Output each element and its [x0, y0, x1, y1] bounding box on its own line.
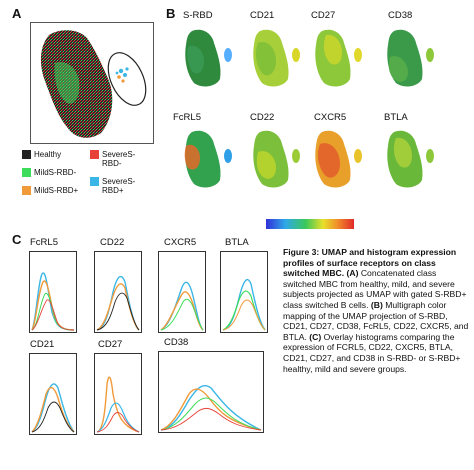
expression-color-scale — [266, 219, 354, 229]
histogram-cd38 — [158, 351, 264, 433]
umap-cxcr5 — [315, 130, 362, 188]
umap-cd27 — [315, 29, 362, 87]
hist-title-cd21: CD21 — [30, 339, 55, 350]
legend-item-healthy: Healthy — [22, 150, 80, 159]
legend-item-severe-rbd-neg: SevereS-RBD- — [90, 150, 148, 168]
umap-cd21 — [253, 29, 300, 87]
hist-title-cd38: CD38 — [164, 337, 189, 348]
caption-c-text: Overlay histograms comparing the express… — [283, 331, 461, 374]
umap-btla — [387, 130, 434, 188]
legend-label: MildS-RBD+ — [34, 186, 79, 195]
umap-title-cd27: CD27 — [311, 10, 336, 21]
histogram-cd22 — [94, 251, 142, 333]
umap-s-rbd — [185, 29, 232, 87]
umap-overview-plot — [30, 22, 154, 144]
histogram-fcrl5 — [29, 251, 77, 333]
umap-title-fcrl5: FcRL5 — [173, 112, 201, 123]
legend-item-mild-rbd-pos: MildS-RBD+ — [22, 186, 94, 195]
legend-item-severe-rbd-pos: SevereS-RBD+ — [90, 177, 148, 195]
umap-title-btla: BTLA — [384, 112, 408, 123]
caption-c-tag: (C) — [309, 331, 322, 342]
panel-b-label: B — [166, 6, 176, 21]
panel-a-label: A — [12, 6, 22, 21]
legend-swatch — [22, 168, 31, 177]
legend-label: MildS-RBD- — [34, 168, 77, 177]
hist-title-fcrl5: FcRL5 — [30, 237, 58, 248]
hist-title-cxcr5: CXCR5 — [164, 237, 197, 248]
figure-caption: Figure 3: UMAP and histogram expression … — [283, 247, 471, 374]
hist-title-btla: BTLA — [225, 237, 249, 248]
histogram-cxcr5 — [158, 251, 206, 333]
hist-title-cd22: CD22 — [100, 237, 125, 248]
umap-cd38 — [387, 29, 434, 87]
legend-swatch — [90, 150, 99, 159]
legend-swatch — [22, 150, 31, 159]
group-legend: Healthy SevereS-RBD- MildS-RBD- SevereS-… — [22, 150, 172, 220]
legend-label: SevereS-RBD+ — [102, 177, 136, 195]
histogram-cd21 — [29, 353, 77, 435]
umap-title-s-rbd: S-RBD — [183, 10, 213, 21]
histogram-cd27 — [94, 353, 142, 435]
legend-label: SevereS-RBD- — [102, 150, 136, 168]
hist-title-cd27: CD27 — [98, 339, 123, 350]
umap-cd22 — [253, 130, 300, 188]
srbd-positive-gate — [107, 52, 147, 106]
umap-mild-region — [54, 61, 80, 104]
legend-item-mild-rbd-neg: MildS-RBD- — [22, 168, 80, 177]
umap-title-cxcr5: CXCR5 — [314, 112, 347, 123]
histogram-btla — [220, 251, 268, 333]
panel-c-label: C — [12, 232, 22, 247]
umap-overview-svg — [40, 30, 147, 138]
legend-label: Healthy — [34, 150, 62, 159]
legend-swatch — [22, 186, 31, 195]
umap-fcrl5 — [184, 130, 232, 188]
umap-title-cd22: CD22 — [250, 112, 275, 123]
caption-b-text: Multigraph color mapping of the UMAP pro… — [283, 299, 469, 342]
caption-b-tag: (B) — [370, 299, 383, 310]
caption-a-text: Concatenated class switched MBC from hea… — [283, 268, 467, 310]
umap-title-cd38: CD38 — [388, 10, 413, 21]
caption-a-tag: (A) — [346, 268, 359, 279]
srbd-positive-cells — [115, 67, 129, 83]
caption-heading: Figure 3: UMAP and histogram expression … — [283, 247, 457, 279]
umap-title-cd21: CD21 — [250, 10, 275, 21]
legend-swatch — [90, 177, 99, 186]
